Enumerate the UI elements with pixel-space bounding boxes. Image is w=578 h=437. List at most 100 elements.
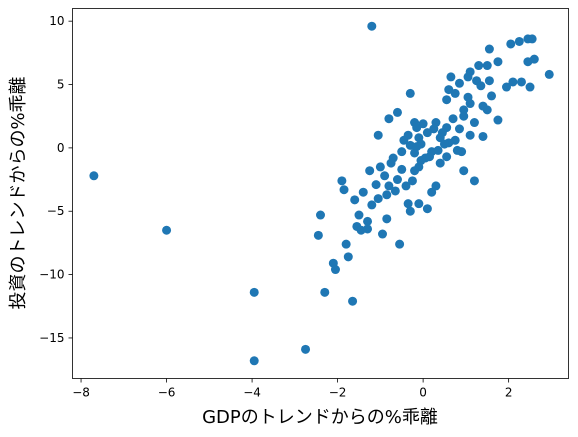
data-point xyxy=(478,132,487,141)
x-tick-label: −6 xyxy=(158,386,176,400)
data-point xyxy=(320,288,329,297)
y-axis-ticks: −15 −10 −5 0 5 10 xyxy=(39,14,72,345)
y-tick-label: −15 xyxy=(39,331,64,345)
data-point xyxy=(459,166,468,175)
data-point xyxy=(431,181,440,190)
y-tick-label: 5 xyxy=(57,78,65,92)
data-point xyxy=(440,140,449,149)
data-point xyxy=(314,231,323,240)
data-point xyxy=(523,57,532,66)
data-point xyxy=(331,265,340,274)
data-point xyxy=(478,102,487,111)
data-point xyxy=(374,194,383,203)
data-point xyxy=(404,199,413,208)
data-point xyxy=(162,226,171,235)
data-point xyxy=(404,131,413,140)
data-point xyxy=(372,180,381,189)
y-tick-label: −5 xyxy=(47,204,65,218)
data-point xyxy=(406,89,415,98)
data-point xyxy=(376,162,385,171)
data-point xyxy=(442,95,451,104)
data-point xyxy=(470,118,479,127)
data-point xyxy=(412,142,421,151)
data-point xyxy=(442,152,451,161)
data-point xyxy=(436,159,445,168)
data-point xyxy=(408,176,417,185)
data-point xyxy=(476,81,485,90)
x-tick-label: −8 xyxy=(72,386,90,400)
data-point xyxy=(316,211,325,220)
y-axis-label: 投資のトレンドからの%乖離 xyxy=(8,76,29,309)
data-point xyxy=(449,114,458,123)
data-point xyxy=(528,34,537,43)
scatter-points xyxy=(89,22,553,366)
x-axis-label: GDPのトレンドからの%乖離 xyxy=(202,407,438,428)
data-point xyxy=(515,37,524,46)
data-point xyxy=(464,72,473,81)
data-point xyxy=(380,171,389,180)
data-point xyxy=(374,131,383,140)
data-point xyxy=(337,176,346,185)
data-point xyxy=(359,188,368,197)
data-point xyxy=(350,195,359,204)
data-point xyxy=(393,108,402,117)
data-point xyxy=(397,147,406,156)
data-point xyxy=(414,199,423,208)
data-point xyxy=(384,114,393,123)
data-point xyxy=(363,217,372,226)
data-point xyxy=(423,128,432,137)
data-point xyxy=(451,89,460,98)
data-point xyxy=(367,22,376,31)
data-point xyxy=(397,165,406,174)
data-point xyxy=(250,288,259,297)
data-point xyxy=(391,186,400,195)
data-point xyxy=(301,345,310,354)
data-point xyxy=(382,214,391,223)
x-tick-label: 0 xyxy=(419,386,427,400)
data-point xyxy=(344,252,353,261)
data-point xyxy=(382,190,391,199)
data-point xyxy=(354,211,363,220)
data-point xyxy=(459,112,468,121)
y-tick-label: 0 xyxy=(57,141,65,155)
data-point xyxy=(357,226,366,235)
data-point xyxy=(545,70,554,79)
data-point xyxy=(393,175,402,184)
data-point xyxy=(340,185,349,194)
x-tick-label: 2 xyxy=(505,386,513,400)
data-point xyxy=(250,356,259,365)
data-point xyxy=(483,61,492,70)
data-point xyxy=(457,147,466,156)
data-point xyxy=(493,116,502,125)
data-point xyxy=(387,159,396,168)
data-point xyxy=(412,123,421,132)
data-point xyxy=(506,39,515,48)
data-point xyxy=(410,166,419,175)
data-point xyxy=(378,230,387,239)
y-tick-label: 10 xyxy=(49,14,64,28)
data-point xyxy=(434,146,443,155)
data-point xyxy=(502,83,511,92)
x-axis-ticks: −8 −6 −4 −2 0 2 xyxy=(72,379,512,400)
data-point xyxy=(395,240,404,249)
data-point xyxy=(365,166,374,175)
x-tick-label: −2 xyxy=(329,386,347,400)
data-point xyxy=(348,297,357,306)
data-point xyxy=(455,79,464,88)
data-point xyxy=(470,176,479,185)
data-point xyxy=(425,152,434,161)
data-point xyxy=(466,131,475,140)
data-point xyxy=(342,240,351,249)
data-point xyxy=(485,76,494,85)
data-point xyxy=(406,207,415,216)
data-point xyxy=(416,156,425,165)
data-point xyxy=(487,91,496,100)
x-tick-label: −4 xyxy=(243,386,261,400)
data-point xyxy=(517,77,526,86)
data-point xyxy=(455,124,464,133)
data-point xyxy=(89,171,98,180)
data-point xyxy=(526,83,535,92)
data-point xyxy=(474,61,483,70)
data-point xyxy=(446,72,455,81)
